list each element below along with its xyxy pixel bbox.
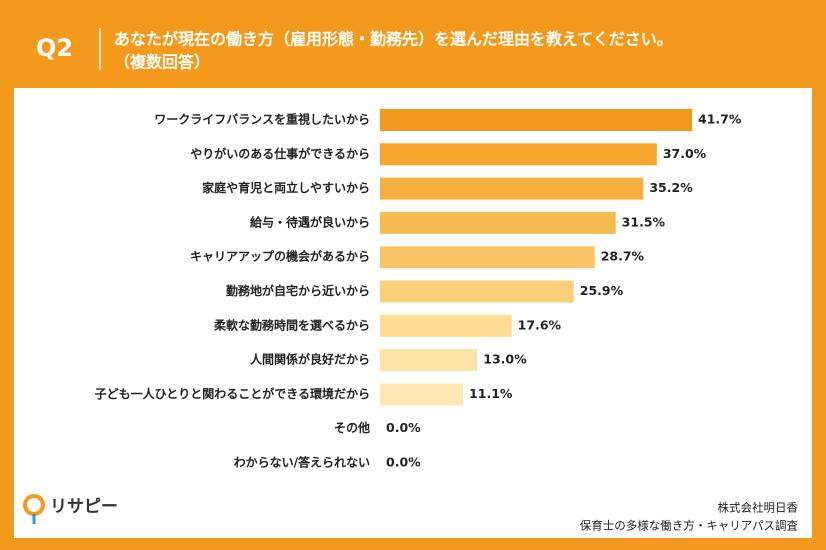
value-label: 0.0% bbox=[386, 455, 421, 470]
value-label: 31.5% bbox=[622, 214, 666, 229]
value-label: 25.9% bbox=[580, 283, 624, 298]
source: 保育士の多様な働き方・キャリアパス調査 bbox=[580, 519, 799, 533]
chart-subtitle: （複数回答） bbox=[114, 53, 210, 72]
bar bbox=[380, 383, 464, 406]
value-label: 37.0% bbox=[663, 146, 707, 161]
category-label: 家庭や育児と両立しやすいから bbox=[202, 180, 370, 195]
category-label: ワークライフバランスを重視したいから bbox=[154, 112, 370, 127]
value-label: 28.7% bbox=[601, 249, 645, 264]
value-label: 17.6% bbox=[518, 317, 562, 332]
bar bbox=[380, 109, 692, 131]
category-label: キャリアアップの機会があるから bbox=[190, 249, 370, 264]
category-label: やりがいのある仕事ができるから bbox=[190, 146, 370, 161]
category-label: 給与・待遇が良いから bbox=[250, 214, 370, 229]
value-label: 41.7% bbox=[698, 112, 742, 127]
bar bbox=[380, 349, 478, 372]
category-label: わからない/答えられない bbox=[234, 455, 370, 470]
category-label: 子ども一人ひとりと関わることができる環境だから bbox=[95, 386, 370, 401]
bar bbox=[380, 246, 595, 269]
category-label: その他 bbox=[334, 420, 370, 435]
bar bbox=[380, 211, 616, 234]
question-number: Q2 bbox=[36, 34, 73, 62]
value-label: 13.0% bbox=[483, 352, 527, 367]
logo: リサピー bbox=[50, 497, 118, 517]
bar bbox=[380, 280, 574, 303]
category-label: 勤務地が自宅から近いから bbox=[226, 283, 370, 298]
bar bbox=[380, 143, 657, 166]
chart-title: あなたが現在の働き方（雇用形態・勤務先）を選んだ理由を教えてください。 bbox=[114, 30, 673, 49]
value-label: 35.2% bbox=[649, 180, 693, 195]
category-label: 人間関係が良好だから bbox=[250, 352, 370, 367]
bar bbox=[380, 177, 644, 200]
value-label: 0.0% bbox=[386, 420, 421, 435]
bar bbox=[380, 314, 512, 337]
value-label: 11.1% bbox=[469, 386, 513, 401]
category-label: 柔軟な勤務時間を選べるから bbox=[213, 317, 370, 332]
source-company: 株式会社明日香 bbox=[718, 501, 799, 515]
